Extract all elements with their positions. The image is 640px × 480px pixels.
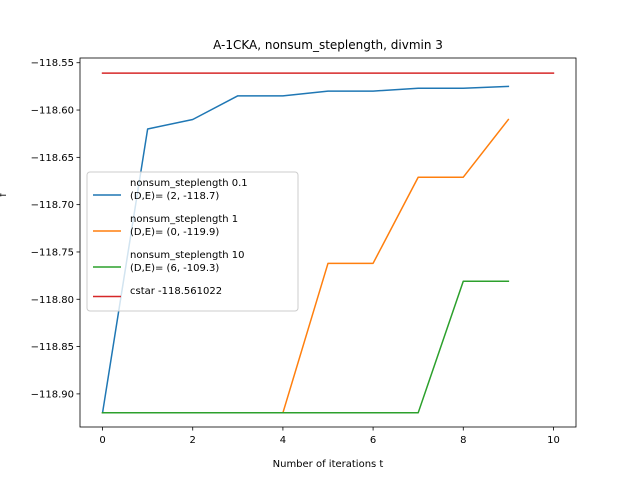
- plot-frame: [79, 57, 577, 428]
- y-tick-label: −118.75: [31, 247, 74, 258]
- y-axis: −118.90 −118.85 −118.80 −118.75 −118.70 −118.…: [31, 58, 80, 400]
- x-tick-label: 4: [280, 435, 286, 446]
- y-axis-title: f: [0, 193, 9, 197]
- x-tick-label: 0: [99, 435, 105, 446]
- legend-label-0: nonsum_steplength 0.1: [130, 178, 248, 189]
- chart-title: A-1CKA, nonsum_steplength, divmin 3: [213, 38, 443, 52]
- y-tick-label: −118.65: [31, 153, 74, 164]
- series-line-0: [101, 85, 510, 414]
- y-tick-label: −118.60: [31, 106, 74, 117]
- y-tick-label: −118.70: [31, 200, 74, 211]
- y-tick-label: −118.55: [31, 58, 74, 69]
- series-layer: [101, 72, 555, 414]
- y-tick-label: −118.90: [31, 389, 74, 400]
- legend-label-1: nonsum_steplength 1: [130, 214, 238, 225]
- y-tick-label: −118.80: [31, 295, 74, 306]
- legend: nonsum_steplength 0.1 (D,E)= (2, -118.7) n…: [86, 171, 299, 312]
- series-line-2: [101, 280, 510, 414]
- legend-label-0: (D,E)= (2, -118.7): [130, 191, 219, 202]
- x-axis-title: Number of iterations t: [273, 459, 384, 470]
- x-tick-label: 2: [190, 435, 196, 446]
- legend-label-1: (D,E)= (0, -119.9): [130, 227, 219, 238]
- legend-label-3: cstar -118.561022: [130, 286, 222, 297]
- legend-label-2: nonsum_steplength 10: [130, 250, 245, 261]
- y-tick-label: −118.85: [31, 342, 74, 353]
- x-tick-label: 6: [370, 435, 376, 446]
- x-axis: 0 2 4 6 8 10: [99, 427, 560, 446]
- legend-box: [86, 171, 299, 312]
- x-tick-label: 10: [547, 435, 560, 446]
- x-tick-label: 8: [460, 435, 466, 446]
- legend-label-2: (D,E)= (6, -109.3): [130, 263, 219, 274]
